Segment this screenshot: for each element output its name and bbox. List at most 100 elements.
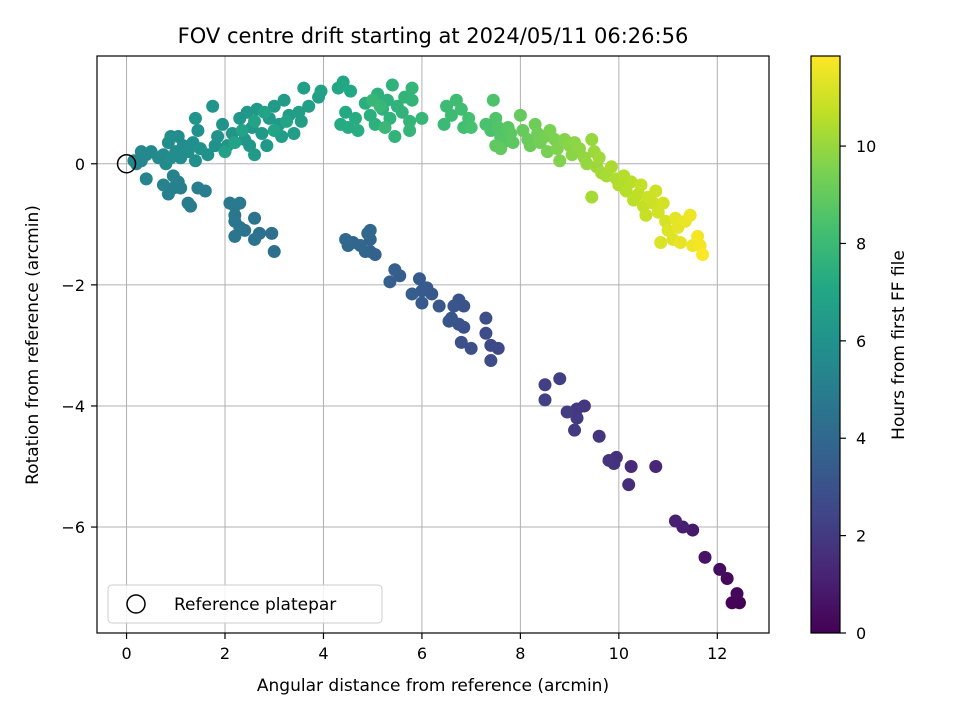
data-point (344, 84, 358, 98)
data-point (235, 123, 249, 137)
data-point (341, 120, 355, 134)
data-point (188, 154, 202, 168)
data-point (181, 196, 195, 210)
data-point (602, 453, 616, 467)
colorbar-tick-label: 0 (856, 624, 866, 643)
data-point (683, 208, 697, 222)
data-point (570, 411, 584, 425)
data-point (442, 314, 456, 328)
data-point (139, 172, 153, 186)
data-point (604, 160, 618, 174)
colorbar: 0 2 4 6 8 10 Hours from first FF file (810, 55, 909, 643)
data-point (464, 341, 478, 355)
x-tick-label: 6 (417, 644, 427, 663)
data-point (294, 114, 308, 128)
colorbar-tick-label: 6 (856, 332, 866, 351)
data-point (191, 123, 205, 137)
x-axis-ticks: 0 2 4 6 8 10 12 (121, 633, 727, 663)
data-point (206, 99, 220, 113)
legend-entry-reference: Reference platepar (174, 595, 336, 615)
data-point (166, 169, 180, 183)
data-point (654, 235, 668, 249)
data-point (649, 184, 663, 198)
y-tick-label: −2 (61, 276, 85, 295)
data-point (486, 93, 500, 107)
data-point (240, 105, 254, 119)
data-point (388, 263, 402, 277)
y-axis-label: Rotation from reference (arcmin) (23, 205, 43, 485)
data-point (216, 117, 230, 131)
data-point (494, 142, 508, 156)
data-point (585, 133, 599, 147)
colorbar-gradient (810, 55, 841, 634)
data-point (506, 136, 520, 150)
data-point (218, 145, 232, 159)
data-point (191, 181, 205, 195)
data-point (164, 130, 178, 144)
x-tick-label: 8 (515, 644, 525, 663)
data-point (553, 154, 567, 168)
data-point (267, 99, 281, 113)
data-point (624, 459, 638, 473)
data-point (479, 311, 493, 325)
data-point (560, 405, 574, 419)
data-point (395, 105, 409, 119)
data-point (248, 148, 262, 162)
data-point (336, 75, 350, 89)
data-point (580, 157, 594, 171)
data-point (523, 139, 537, 153)
data-point (540, 145, 554, 159)
data-point (464, 120, 478, 134)
data-point (415, 296, 429, 310)
data-point (383, 275, 397, 289)
legend: Reference platepar (107, 584, 383, 624)
colorbar-tick-label: 8 (856, 234, 866, 253)
data-point (280, 114, 294, 128)
data-point (538, 378, 552, 392)
data-point (624, 175, 638, 189)
data-point (444, 108, 458, 122)
data-point (368, 117, 382, 131)
data-point (260, 139, 274, 153)
data-point (287, 126, 301, 140)
data-point (479, 326, 493, 340)
data-point (484, 354, 498, 368)
colorbar-tick-label: 4 (856, 429, 866, 448)
data-point (267, 245, 281, 259)
legend-box (107, 584, 383, 624)
data-point (568, 423, 582, 437)
data-point (634, 178, 648, 192)
data-point (639, 208, 653, 222)
data-point (730, 587, 744, 601)
data-point (686, 523, 700, 537)
data-point (713, 562, 727, 576)
data-point (257, 105, 271, 119)
data-point (248, 232, 262, 246)
data-point (378, 120, 392, 134)
data-point (405, 81, 419, 95)
plot-area (96, 55, 770, 634)
legend-reference-marker (126, 594, 146, 614)
data-point (412, 272, 426, 286)
data-point (267, 123, 281, 137)
y-axis-ticks: 0 −2 −4 −6 (61, 155, 97, 537)
data-point (302, 99, 316, 113)
data-point (698, 550, 712, 564)
data-point (553, 372, 567, 386)
data-point (156, 178, 170, 192)
data-point (484, 338, 498, 352)
data-point (622, 478, 636, 492)
data-point (592, 429, 606, 443)
colorbar-ticks: 0 2 4 6 8 10 (840, 137, 876, 643)
data-point (592, 151, 606, 165)
data-point (388, 130, 402, 144)
data-point (339, 232, 353, 246)
y-tick-label: 0 (75, 155, 85, 174)
data-point (403, 114, 417, 128)
data-point (513, 108, 527, 122)
x-tick-label: 2 (220, 644, 230, 663)
data-point (405, 93, 419, 107)
data-point (437, 117, 451, 131)
colorbar-label: Hours from first FF file (889, 250, 909, 440)
